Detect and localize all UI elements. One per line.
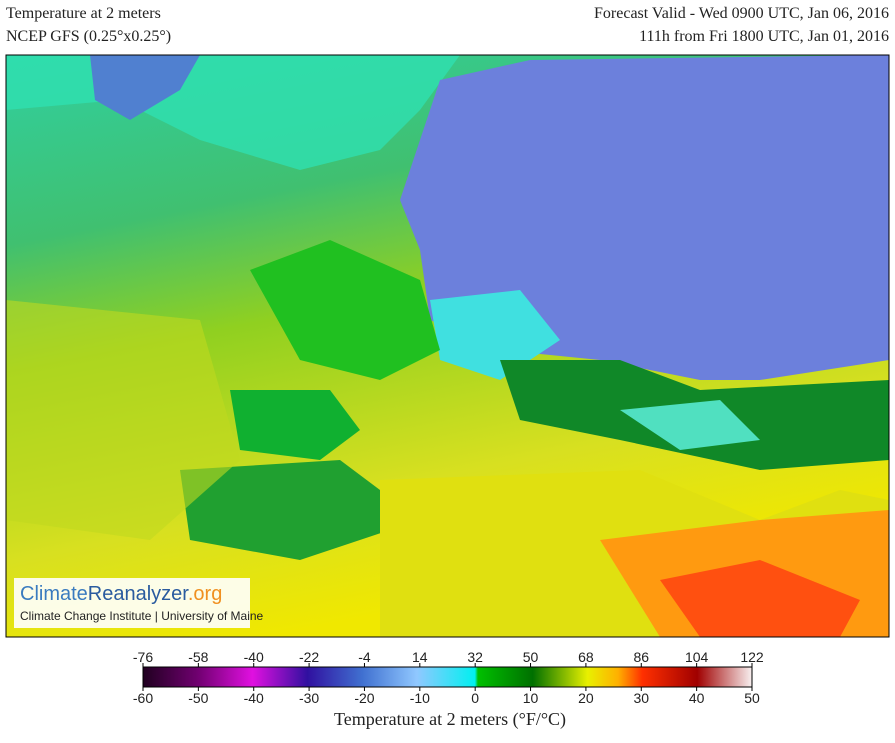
logo: ClimateReanalyzer.org Climate Change Ins…: [14, 578, 264, 628]
logo-credit: Climate Change Institute | University of…: [20, 609, 264, 623]
f-tick-label: -4: [358, 649, 371, 665]
c-tick-label: -50: [188, 690, 208, 706]
f-tick-label: 104: [685, 649, 709, 665]
c-tick-label: 10: [523, 690, 539, 706]
f-tick-label: -76: [133, 649, 153, 665]
c-tick-label: 20: [578, 690, 594, 706]
model-label: NCEP GFS (0.25°x0.25°): [6, 28, 171, 45]
c-tick-label: -20: [354, 690, 374, 706]
f-tick-label: 122: [740, 649, 764, 665]
c-tick-label: -60: [133, 690, 153, 706]
logo-name: ClimateReanalyzer.org: [20, 583, 222, 605]
lead-time: 111h from Fri 1800 UTC, Jan 01, 2016: [639, 28, 889, 45]
map-title: Temperature at 2 meters: [6, 5, 161, 22]
c-tick-label: 30: [633, 690, 649, 706]
colorbar-scale: [142, 666, 753, 688]
c-tick-label: 40: [689, 690, 705, 706]
f-tick-label: 32: [467, 649, 483, 665]
c-tick-label: 50: [744, 690, 760, 706]
f-tick-label: -58: [188, 649, 208, 665]
f-tick-label: -22: [299, 649, 319, 665]
c-tick-label: 0: [471, 690, 479, 706]
colorbar: -76 -58 -40 -22 -4 14 32 50 68 86 104 122 -60 -50 -40 -…: [133, 649, 764, 706]
f-tick-label: 86: [633, 649, 649, 665]
f-tick-label: 14: [412, 649, 428, 665]
c-tick-label: -10: [410, 690, 430, 706]
valid-time: Forecast Valid - Wed 0900 UTC, Jan 06, 2…: [594, 5, 889, 22]
c-tick-label: -30: [299, 690, 319, 706]
c-tick-label: -40: [244, 690, 264, 706]
f-tick-label: 50: [523, 649, 539, 665]
map: [5, 54, 890, 638]
colorbar-label: Temperature at 2 meters (°F/°C): [334, 709, 566, 730]
f-tick-label: -40: [244, 649, 264, 665]
f-tick-label: 68: [578, 649, 594, 665]
